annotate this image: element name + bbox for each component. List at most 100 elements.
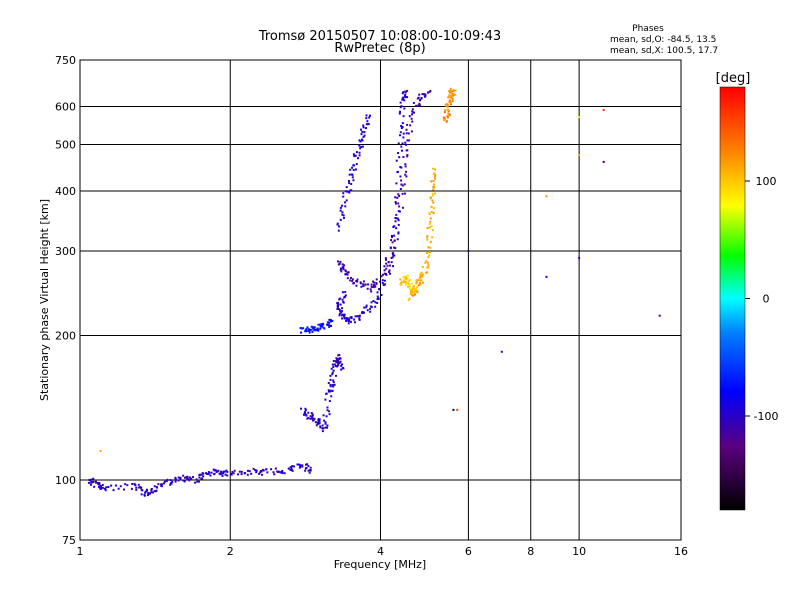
- data-point: [370, 290, 373, 293]
- data-point: [119, 485, 122, 488]
- data-point: [90, 478, 93, 481]
- data-point: [365, 123, 368, 126]
- data-point: [308, 329, 311, 332]
- data-point: [344, 290, 347, 293]
- data-point: [329, 320, 332, 323]
- data-point: [449, 101, 452, 104]
- data-point: [307, 469, 310, 472]
- data-point: [431, 236, 434, 239]
- y-axis-ticks: 75 100 200 300 400 500 600 750: [55, 54, 76, 547]
- data-point: [451, 97, 454, 100]
- data-point: [325, 415, 328, 418]
- data-point: [402, 132, 405, 135]
- data-point: [412, 285, 415, 288]
- data-point: [449, 103, 452, 106]
- data-point: [177, 476, 180, 479]
- data-point: [304, 407, 307, 410]
- data-point: [400, 127, 403, 130]
- data-point: [336, 357, 339, 360]
- data-point: [321, 424, 324, 427]
- data-point: [365, 304, 368, 307]
- data-point: [373, 284, 376, 287]
- data-point: [348, 319, 351, 322]
- data-point: [221, 471, 224, 474]
- data-point: [358, 315, 361, 318]
- data-point: [429, 220, 432, 223]
- data-point: [365, 117, 368, 120]
- data-point: [317, 420, 320, 423]
- data-point: [404, 173, 407, 176]
- data-point: [432, 185, 435, 188]
- data-point: [131, 482, 134, 485]
- data-point: [350, 316, 353, 319]
- data-point: [301, 464, 304, 467]
- data-point: [428, 226, 431, 229]
- data-point: [345, 318, 348, 321]
- data-point: [392, 265, 395, 268]
- data-point: [419, 276, 422, 279]
- x-tick-label: 4: [377, 545, 384, 558]
- data-point: [374, 301, 377, 304]
- data-point: [326, 424, 329, 427]
- data-point: [400, 281, 403, 284]
- data-point: [401, 142, 404, 145]
- data-point: [407, 282, 410, 285]
- data-point: [155, 486, 158, 489]
- data-point: [403, 279, 406, 282]
- data-point: [388, 269, 391, 272]
- data-point: [658, 314, 661, 317]
- data-point: [332, 385, 335, 388]
- data-point: [545, 195, 548, 198]
- data-point: [451, 94, 454, 97]
- data-point: [382, 283, 385, 286]
- data-point: [114, 484, 117, 487]
- data-point: [259, 470, 262, 473]
- data-point: [378, 288, 381, 291]
- data-point: [307, 465, 310, 468]
- data-point: [329, 374, 332, 377]
- data-point: [145, 489, 148, 492]
- data-point: [354, 154, 357, 157]
- data-point: [406, 139, 409, 142]
- data-point: [388, 271, 391, 274]
- data-point: [411, 288, 414, 291]
- data-point: [160, 483, 163, 486]
- data-point: [340, 311, 343, 314]
- x-tick-label: 6: [465, 545, 472, 558]
- data-point: [331, 373, 334, 376]
- data-point: [150, 491, 153, 494]
- data-point: [370, 285, 373, 288]
- data-point: [361, 130, 364, 133]
- data-point: [602, 160, 605, 163]
- data-point: [186, 477, 189, 480]
- data-point: [431, 229, 434, 232]
- data-point: [246, 469, 249, 472]
- data-point: [337, 361, 340, 364]
- data-point: [351, 176, 354, 179]
- data-point: [299, 327, 302, 330]
- data-point: [342, 268, 345, 271]
- data-point: [418, 282, 421, 285]
- data-point: [143, 494, 146, 497]
- data-point: [333, 383, 336, 386]
- data-point: [313, 417, 316, 420]
- data-point: [362, 135, 365, 138]
- data-point: [422, 274, 425, 277]
- data-point: [405, 132, 408, 135]
- data-point: [338, 312, 341, 315]
- data-point: [202, 472, 205, 475]
- data-point: [350, 173, 353, 176]
- data-point: [339, 206, 342, 209]
- data-point: [406, 123, 409, 126]
- data-point: [456, 408, 459, 411]
- data-point: [326, 409, 329, 412]
- data-point: [337, 229, 340, 232]
- data-point: [162, 482, 165, 485]
- data-point: [434, 168, 437, 171]
- data-point: [342, 267, 345, 270]
- data-point: [398, 205, 401, 208]
- data-point: [335, 374, 338, 377]
- data-point: [349, 168, 352, 171]
- y-tick-label: 750: [55, 54, 76, 67]
- data-point: [309, 469, 312, 472]
